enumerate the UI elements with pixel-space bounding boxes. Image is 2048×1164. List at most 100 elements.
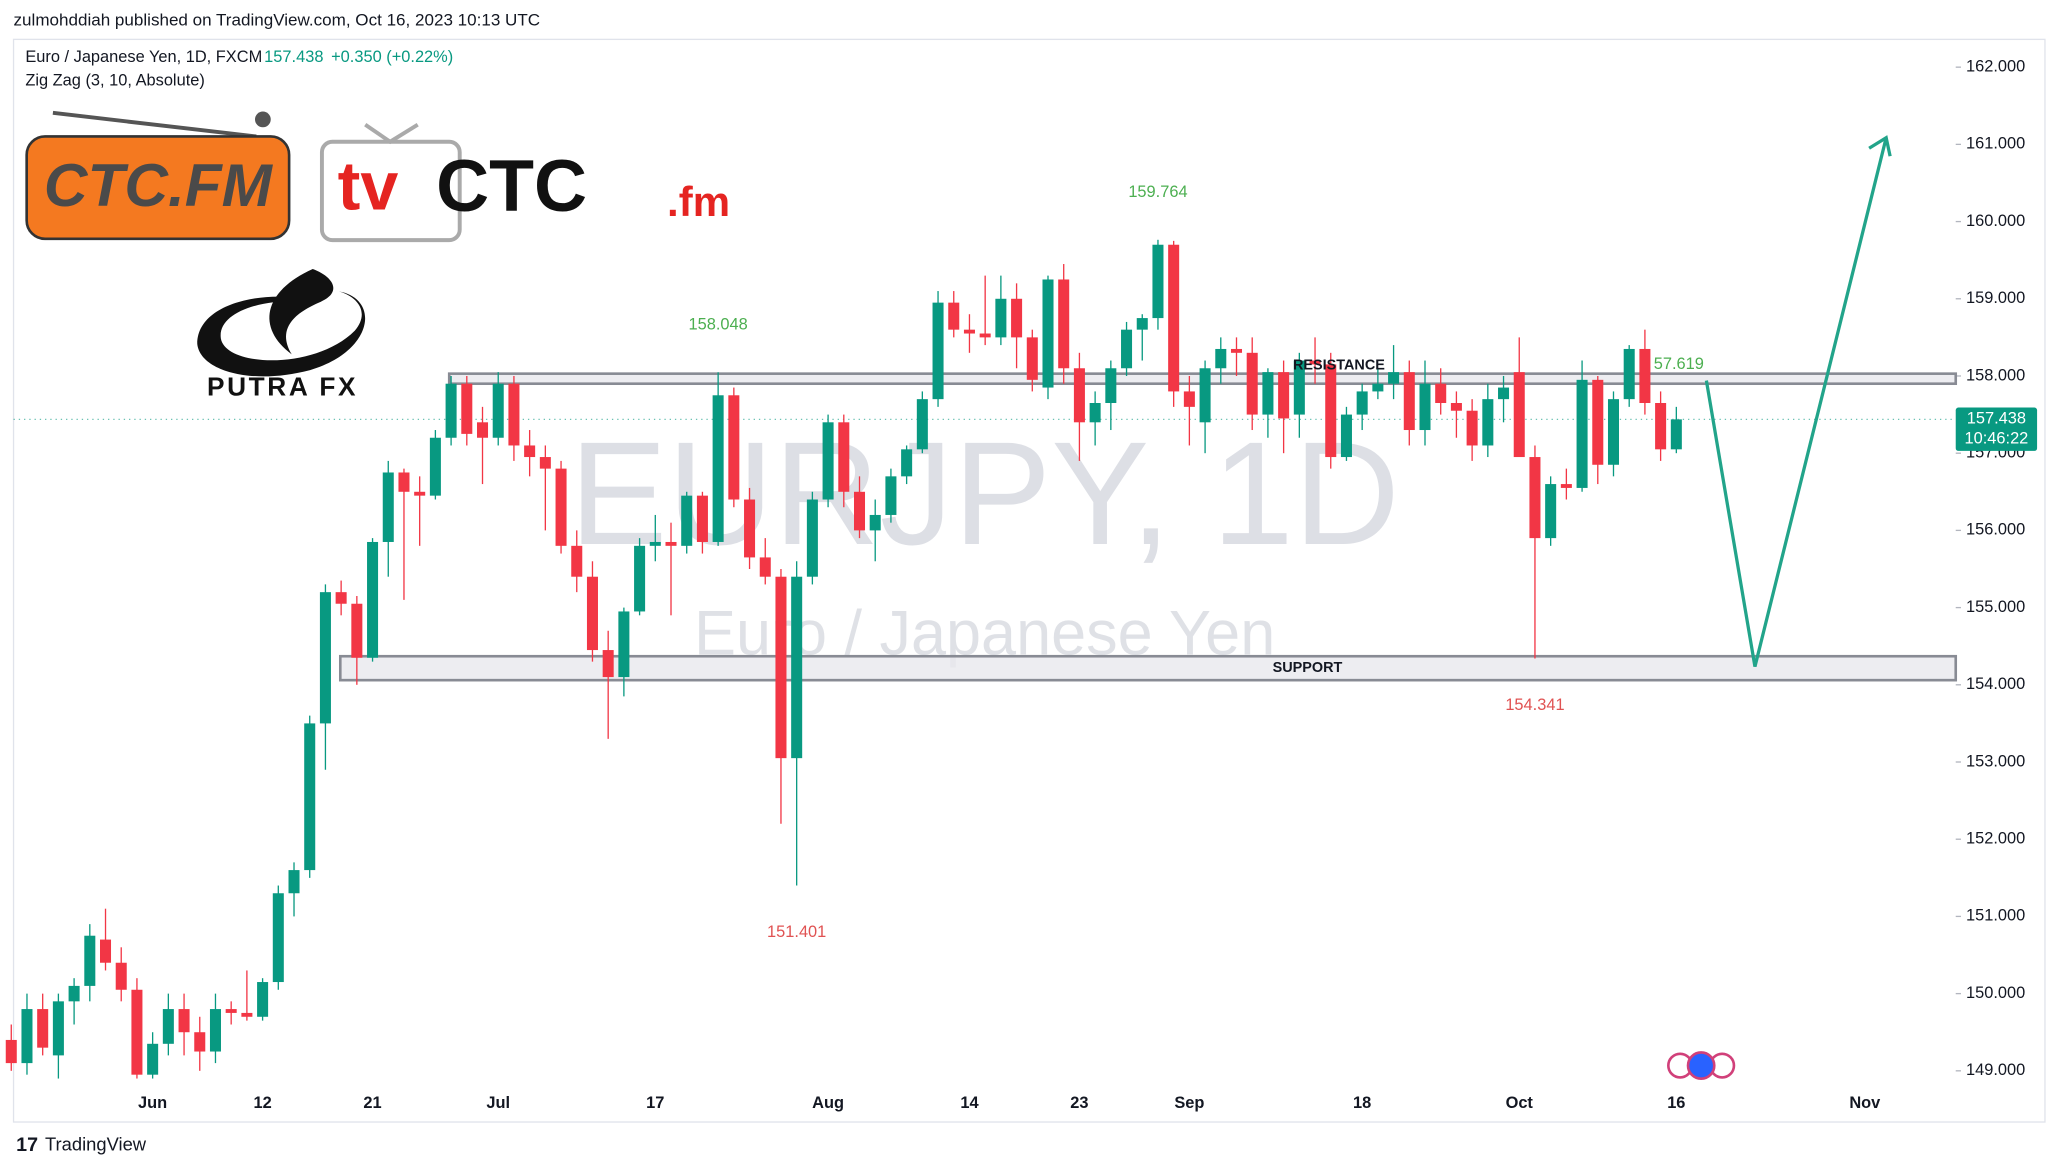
candle-body xyxy=(1215,348,1227,369)
candle-body xyxy=(1670,419,1682,450)
x-tick-label: 18 xyxy=(1353,1094,1371,1112)
candle-body xyxy=(618,611,630,678)
candle-body xyxy=(806,499,818,577)
zigzag-label: 154.341 xyxy=(1505,696,1564,714)
candle-body xyxy=(241,1012,253,1017)
candle-body xyxy=(995,298,1007,338)
x-tick-label: Sep xyxy=(1174,1094,1204,1112)
putra-flame xyxy=(269,269,334,355)
candle-body xyxy=(634,545,646,612)
arrow-head xyxy=(1868,135,1892,157)
candle-body xyxy=(1372,383,1384,392)
candle-body xyxy=(100,939,112,963)
candle-body xyxy=(791,576,803,759)
candle-body xyxy=(37,1009,49,1048)
candle-body xyxy=(367,541,379,658)
candle-body xyxy=(524,445,536,458)
candle-body xyxy=(1105,368,1117,404)
candle-body xyxy=(1121,329,1133,369)
candle-body xyxy=(492,383,504,438)
x-tick-label: 14 xyxy=(960,1094,979,1112)
candle-body xyxy=(1655,403,1667,450)
zigzag-label: 158.048 xyxy=(689,315,748,333)
candle-body xyxy=(869,514,881,531)
putra-text: PUTRA FX xyxy=(207,371,358,401)
y-tick-label: 155.000 xyxy=(1966,598,2025,616)
candle-body xyxy=(1435,383,1447,404)
candle-body xyxy=(272,893,284,983)
change: +0.350 (+0.22%) xyxy=(331,48,453,66)
candle-body xyxy=(414,491,426,496)
candle-body xyxy=(84,935,96,986)
y-tick-label: 162.000 xyxy=(1966,57,2025,75)
candle-body xyxy=(1356,391,1368,415)
candle-body xyxy=(319,592,331,724)
candle-body xyxy=(602,650,614,678)
forecast-arrow xyxy=(1704,137,1888,668)
candle-body xyxy=(665,541,677,546)
candle-body xyxy=(916,399,928,450)
candle-body xyxy=(963,329,975,334)
zigzag-label: 151.401 xyxy=(767,923,826,941)
candle-body xyxy=(351,603,363,658)
y-tick-label: 161.000 xyxy=(1966,135,2025,153)
y-tick-label: 152.000 xyxy=(1966,830,2025,848)
price-tag xyxy=(1955,407,2038,451)
x-tick-label: Aug xyxy=(812,1094,844,1112)
candle-body xyxy=(1058,279,1070,369)
candle-body xyxy=(649,541,661,546)
plot: 149.000 150.000 151.000 152.000 153.000 154.0… xyxy=(5,57,2038,1112)
x-tick-label: Oct xyxy=(1506,1094,1534,1112)
candle-body xyxy=(571,545,583,577)
candle-body xyxy=(1073,368,1085,423)
y-tick-label: 149.000 xyxy=(1966,1061,2025,1079)
x-tick-label: 23 xyxy=(1070,1094,1088,1112)
candle-body xyxy=(1262,372,1274,415)
x-tick-label: 17 xyxy=(646,1094,664,1112)
candle-body xyxy=(1419,383,1431,431)
y-tick-label: 156.000 xyxy=(1966,521,2025,539)
candle-body xyxy=(1293,360,1305,415)
footer: TradingView xyxy=(45,1133,147,1154)
candle-body xyxy=(398,472,410,492)
candle-body xyxy=(775,576,787,759)
y-tick-label: 159.000 xyxy=(1966,289,2025,307)
x-tick-label: 12 xyxy=(253,1094,271,1112)
candle-body xyxy=(1183,391,1195,407)
candle-body xyxy=(1450,403,1462,411)
y-tick-label: 151.000 xyxy=(1966,907,2025,925)
candle-body xyxy=(461,383,473,434)
candle-body xyxy=(1199,368,1211,423)
candle-body xyxy=(225,1009,237,1013)
candle-body xyxy=(1309,360,1321,365)
candle-body xyxy=(1388,372,1400,384)
candle-body xyxy=(1545,484,1557,539)
candle-body xyxy=(932,302,944,400)
y-tick-label: 160.000 xyxy=(1966,212,2025,230)
price-tag-countdown: 10:46:22 xyxy=(1964,429,2028,447)
indicator: Zig Zag (3, 10, Absolute) xyxy=(25,72,204,90)
zigzag-label: 57.619 xyxy=(1654,355,1704,373)
x-tick-label: 21 xyxy=(363,1094,381,1112)
tvctc-text: CTC xyxy=(436,144,587,227)
candle-body xyxy=(21,1009,33,1064)
candle-body xyxy=(1466,410,1478,446)
candle-body xyxy=(712,395,724,542)
candle-body xyxy=(288,870,300,894)
candle-body xyxy=(1592,379,1604,465)
y-tick-label: 158.000 xyxy=(1966,366,2025,384)
candle-body xyxy=(1513,372,1525,458)
candle-body xyxy=(1136,318,1148,330)
candle-body xyxy=(1529,457,1541,539)
watermark-symbol: EURJPY, 1D xyxy=(569,412,1399,576)
candle-body xyxy=(304,723,316,871)
candle-body xyxy=(901,449,913,477)
zigzag-label: 159.764 xyxy=(1128,183,1187,201)
price: 157.438 xyxy=(264,48,323,66)
candle-body xyxy=(1152,244,1164,319)
candle-body xyxy=(335,592,347,604)
antenna-tip xyxy=(254,111,271,128)
candle-body xyxy=(131,989,143,1075)
candle-body xyxy=(162,1009,174,1044)
